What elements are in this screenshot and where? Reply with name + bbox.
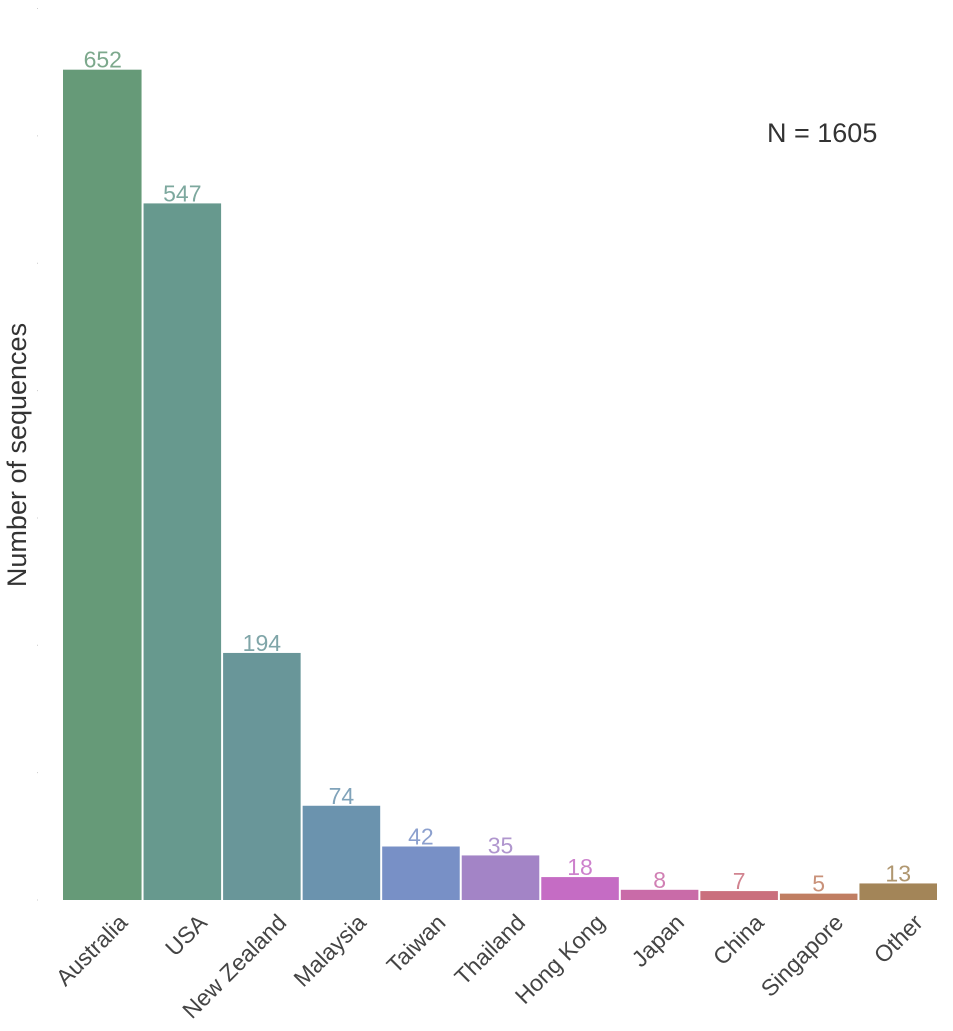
bar-other bbox=[859, 883, 937, 900]
bar-japan bbox=[620, 889, 699, 900]
y-axis-ticks bbox=[37, 8, 38, 901]
bar-hong-kong bbox=[541, 877, 619, 900]
category-label: Australia bbox=[51, 909, 133, 991]
category-label: USA bbox=[160, 909, 212, 961]
value-label: 8 bbox=[653, 867, 666, 893]
category-label: Thailand bbox=[449, 909, 530, 990]
category-label: Taiwan bbox=[381, 909, 450, 978]
value-label: 652 bbox=[84, 47, 122, 73]
value-label: 35 bbox=[488, 832, 514, 858]
value-label: 7 bbox=[733, 868, 746, 894]
bar-singapore bbox=[779, 893, 858, 900]
category-label: China bbox=[708, 909, 769, 970]
bar-malaysia bbox=[302, 805, 381, 900]
category-label: Singapore bbox=[756, 909, 849, 1002]
category-label: Other bbox=[869, 909, 928, 968]
value-label: 18 bbox=[567, 854, 593, 880]
value-label: 547 bbox=[163, 180, 201, 206]
value-label: 42 bbox=[408, 824, 434, 850]
bars bbox=[63, 69, 937, 901]
bar-taiwan bbox=[382, 846, 460, 900]
value-label: 5 bbox=[812, 871, 825, 897]
y-axis-label: Number of sequences bbox=[2, 323, 32, 587]
total-count-annotation: N = 1605 bbox=[767, 118, 877, 148]
category-label: Japan bbox=[626, 909, 689, 972]
bar-new-zealand bbox=[223, 652, 301, 900]
value-label: 74 bbox=[329, 783, 355, 809]
bar-china bbox=[700, 891, 778, 900]
value-label: 194 bbox=[243, 630, 282, 656]
value-label: 13 bbox=[885, 860, 911, 886]
value-labels: 652 547 194 74 42 35 18 8 7 5 13 bbox=[84, 47, 911, 897]
category-label: Malaysia bbox=[288, 909, 371, 992]
bar-usa bbox=[143, 203, 222, 900]
bar-thailand bbox=[461, 855, 540, 900]
bar-australia bbox=[63, 69, 142, 901]
